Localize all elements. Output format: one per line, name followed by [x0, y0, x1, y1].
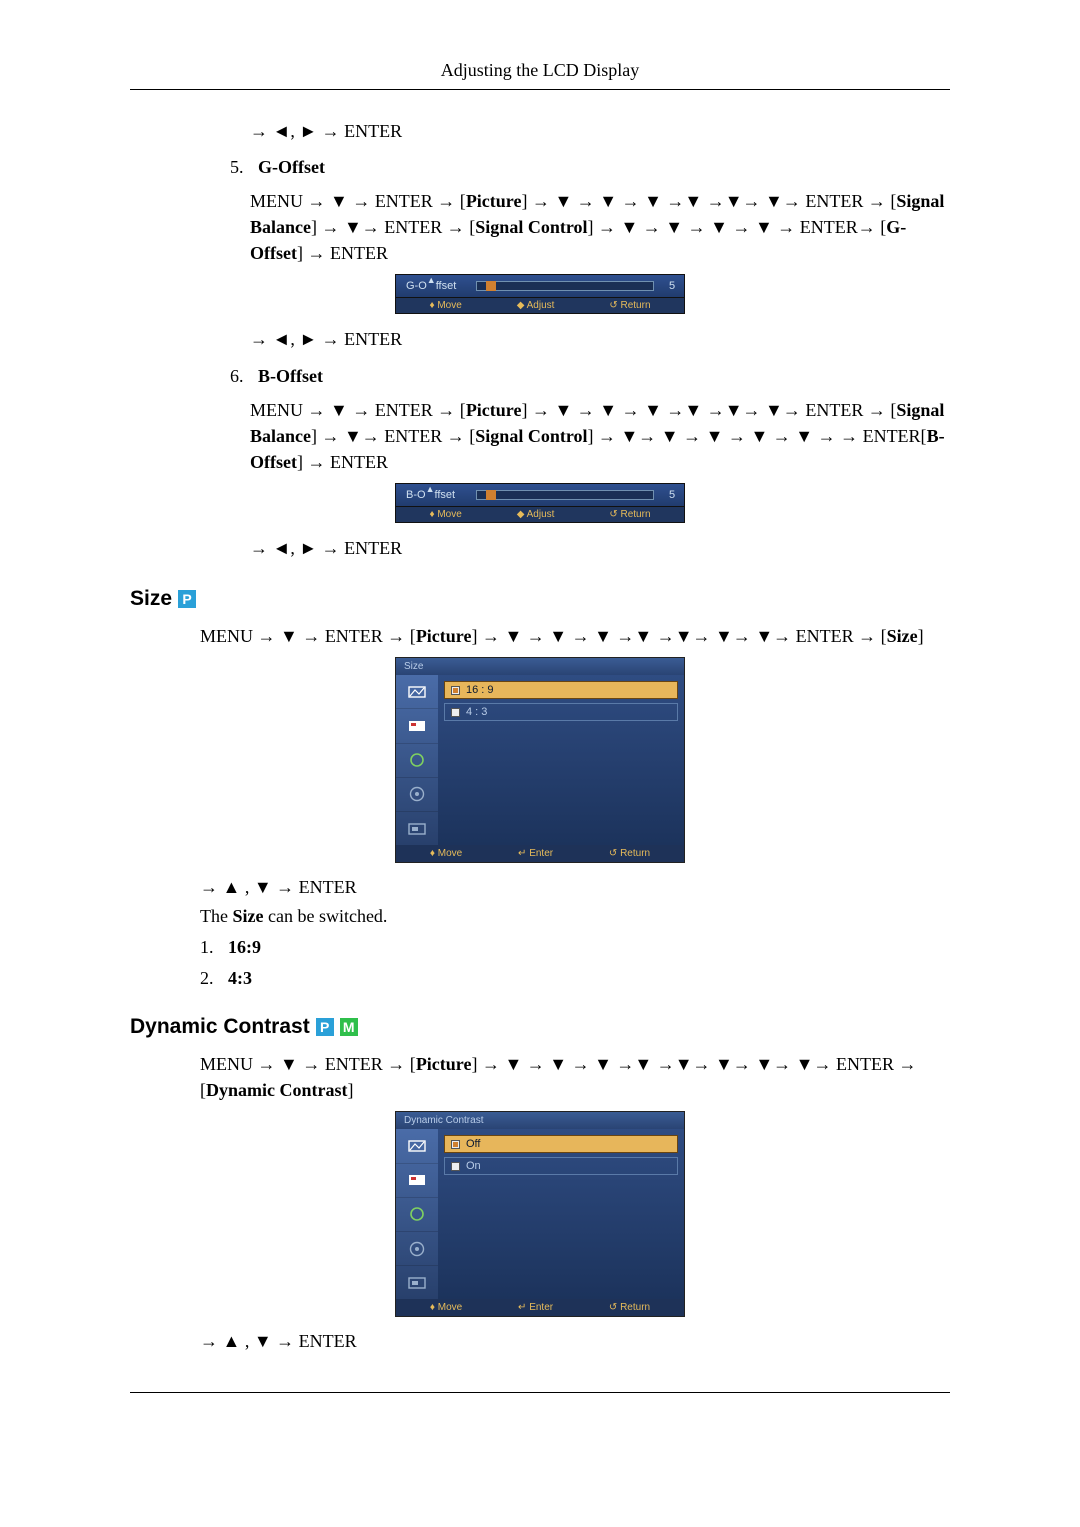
osd-slider-g-offset: G-O▲ffset 5 ♦ Move ◆ Adjust ↺ Return [395, 274, 685, 314]
footer-move: ♦ Move [430, 848, 462, 859]
osd-option-4-3[interactable]: 4 : 3 [444, 703, 678, 721]
menu-path: MENU → ▼ → ENTER → [Picture] → ▼ → ▼ → ▼… [130, 1051, 950, 1103]
osd-main: Off On [438, 1129, 684, 1299]
osd-side-icon-3[interactable] [396, 1198, 438, 1232]
badge-p-icon: P [316, 1018, 334, 1036]
page: Adjusting the LCD Display → ◄, ► → ENTER… [0, 0, 1080, 1433]
nav-sequence: → ◄, ► → ENTER [130, 118, 950, 144]
osd-slider-row: B-O▲ffset 5 [395, 483, 685, 507]
list-number: 6. [230, 363, 258, 389]
osd-side-icon-2[interactable] [396, 1164, 438, 1198]
heading-text: Size [130, 587, 172, 611]
slider-value: 5 [660, 280, 684, 292]
footer-return: ↺ Return [609, 300, 650, 311]
footer-move: ♦ Move [429, 300, 461, 311]
slider-track[interactable] [476, 490, 654, 500]
osd-slider-footer: ♦ Move ◆ Adjust ↺ Return [395, 507, 685, 523]
list-item-g-offset: 5. G-Offset [130, 154, 950, 180]
osd-menu-body: Off On [396, 1129, 684, 1299]
osd-side-icon-1[interactable] [396, 1129, 438, 1163]
osd-side-icon-1[interactable] [396, 675, 438, 709]
osd-main: 16 : 9 4 : 3 [438, 675, 684, 845]
slider-thumb[interactable] [486, 281, 496, 291]
menu-path: MENU → ▼ → ENTER → [Picture] → ▼ → ▼ → ▼… [130, 188, 950, 266]
list-title: B-Offset [258, 363, 323, 389]
footer-return: ↺ Return [609, 509, 650, 520]
osd-side-icon-5[interactable] [396, 812, 438, 845]
list-item: 1. 16:9 [200, 937, 950, 958]
menu-path: MENU → ▼ → ENTER → [Picture] → ▼ → ▼ → ▼… [130, 397, 950, 475]
footer-enter: ↵ Enter [518, 1302, 553, 1313]
heading-text: Dynamic Contrast [130, 1015, 310, 1039]
osd-menu-dynamic-contrast: Dynamic Contrast Off On ♦ Mo [395, 1111, 685, 1317]
osd-menu-footer: ♦ Move ↵ Enter ↺ Return [396, 845, 684, 862]
list-number: 2. [200, 968, 228, 989]
nav-sequence: → ▲ , ▼ → ENTER [130, 877, 950, 898]
nav-sequence: → ◄, ► → ENTER [130, 535, 950, 561]
osd-menu-title: Dynamic Contrast [396, 1112, 684, 1129]
footer-enter: ↵ Enter [518, 848, 553, 859]
osd-menu-title: Size [396, 658, 684, 675]
section-heading-size: Size P [130, 587, 950, 611]
radio-icon [451, 708, 460, 717]
radio-icon [451, 686, 460, 695]
osd-menu-footer: ♦ Move ↵ Enter ↺ Return [396, 1299, 684, 1316]
list-label: 4:3 [228, 968, 252, 989]
page-title: Adjusting the LCD Display [130, 60, 950, 81]
osd-menu-body: 16 : 9 4 : 3 [396, 675, 684, 845]
osd-side-icon-2[interactable] [396, 709, 438, 743]
section-heading-dynamic-contrast: Dynamic Contrast P M [130, 1015, 950, 1039]
osd-slider-row: G-O▲ffset 5 [395, 274, 685, 298]
osd-slider-label: G-O▲ffset [396, 280, 470, 292]
osd-sidebar [396, 675, 438, 845]
nav-sequence: → ▲ , ▼ → ENTER [130, 1331, 950, 1352]
osd-menu-size: Size 16 : 9 4 : 3 ♦ Move [395, 657, 685, 863]
footer-move: ♦ Move [430, 1302, 462, 1313]
osd-slider-footer: ♦ Move ◆ Adjust ↺ Return [395, 298, 685, 314]
list-title: G-Offset [258, 154, 325, 180]
option-label: 4 : 3 [466, 706, 487, 718]
radio-icon [451, 1140, 460, 1149]
option-label: On [466, 1160, 481, 1172]
list-number: 1. [200, 937, 228, 958]
footer-return: ↺ Return [609, 848, 650, 859]
osd-slider-label: B-O▲ffset [396, 489, 470, 501]
osd-side-icon-4[interactable] [396, 778, 438, 812]
footer-adjust: ◆ Adjust [517, 300, 555, 311]
option-label: Off [466, 1138, 480, 1150]
footer-adjust: ◆ Adjust [517, 509, 555, 520]
slider-track[interactable] [476, 281, 654, 291]
nav-sequence: → ◄, ► → ENTER [130, 326, 950, 352]
slider-value: 5 [660, 489, 684, 501]
list-label: 16:9 [228, 937, 261, 958]
osd-option-16-9[interactable]: 16 : 9 [444, 681, 678, 699]
radio-icon [451, 1162, 460, 1171]
slider-thumb[interactable] [486, 490, 496, 500]
osd-side-icon-5[interactable] [396, 1266, 438, 1299]
osd-side-icon-3[interactable] [396, 744, 438, 778]
list-item-b-offset: 6. B-Offset [130, 363, 950, 389]
size-switch-text: The Size can be switched. [130, 906, 950, 927]
osd-option-off[interactable]: Off [444, 1135, 678, 1153]
osd-sidebar [396, 1129, 438, 1299]
menu-path: MENU → ▼ → ENTER → [Picture] → ▼ → ▼ → ▼… [130, 623, 950, 649]
badge-p-icon: P [178, 590, 196, 608]
header-rule [130, 89, 950, 90]
option-label: 16 : 9 [466, 684, 494, 696]
size-ratio-list: 1. 16:9 2. 4:3 [130, 937, 950, 989]
osd-side-icon-4[interactable] [396, 1232, 438, 1266]
osd-option-on[interactable]: On [444, 1157, 678, 1175]
list-number: 5. [230, 154, 258, 180]
osd-slider-b-offset: B-O▲ffset 5 ♦ Move ◆ Adjust ↺ Return [395, 483, 685, 523]
list-item: 2. 4:3 [200, 968, 950, 989]
footer-rule [130, 1392, 950, 1393]
badge-m-icon: M [340, 1018, 358, 1036]
footer-move: ♦ Move [429, 509, 461, 520]
footer-return: ↺ Return [609, 1302, 650, 1313]
